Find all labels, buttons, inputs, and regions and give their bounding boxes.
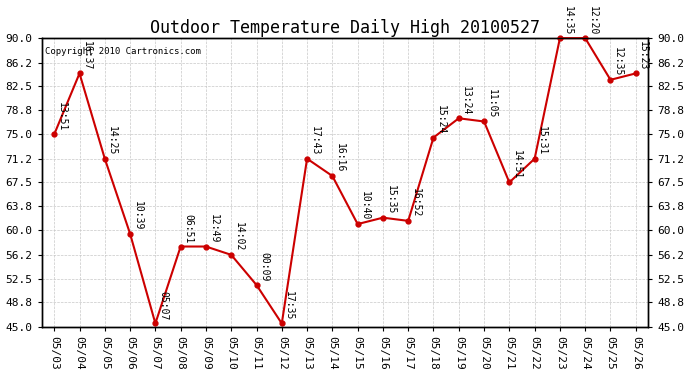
Text: 16:16: 16:16 — [335, 143, 345, 173]
Text: 15:23: 15:23 — [638, 41, 649, 70]
Text: 05:07: 05:07 — [158, 291, 168, 320]
Title: Outdoor Temperature Daily High 20100527: Outdoor Temperature Daily High 20100527 — [150, 19, 540, 37]
Text: 14:51: 14:51 — [512, 150, 522, 179]
Text: 17:35: 17:35 — [284, 291, 295, 320]
Text: 17:43: 17:43 — [310, 126, 319, 156]
Text: 14:25: 14:25 — [108, 126, 117, 156]
Text: 06:51: 06:51 — [183, 214, 193, 243]
Text: 00:09: 00:09 — [259, 252, 269, 282]
Text: 15:35: 15:35 — [386, 185, 395, 214]
Text: 12:35: 12:35 — [613, 47, 623, 76]
Text: 12:49: 12:49 — [208, 214, 219, 243]
Text: 14:35: 14:35 — [562, 6, 573, 35]
Text: 15:24: 15:24 — [436, 105, 446, 134]
Text: 16:37: 16:37 — [82, 41, 92, 70]
Text: 10:39: 10:39 — [132, 201, 143, 231]
Text: 16:52: 16:52 — [411, 188, 421, 218]
Text: 15:31: 15:31 — [537, 126, 547, 156]
Text: 11:05: 11:05 — [486, 89, 497, 118]
Text: Copyright 2010 Cartronics.com: Copyright 2010 Cartronics.com — [45, 47, 201, 56]
Text: 10:40: 10:40 — [360, 192, 370, 221]
Text: 13:24: 13:24 — [462, 86, 471, 115]
Text: 14:02: 14:02 — [234, 222, 244, 252]
Text: 12:20: 12:20 — [588, 6, 598, 35]
Text: 13:51: 13:51 — [57, 102, 67, 131]
